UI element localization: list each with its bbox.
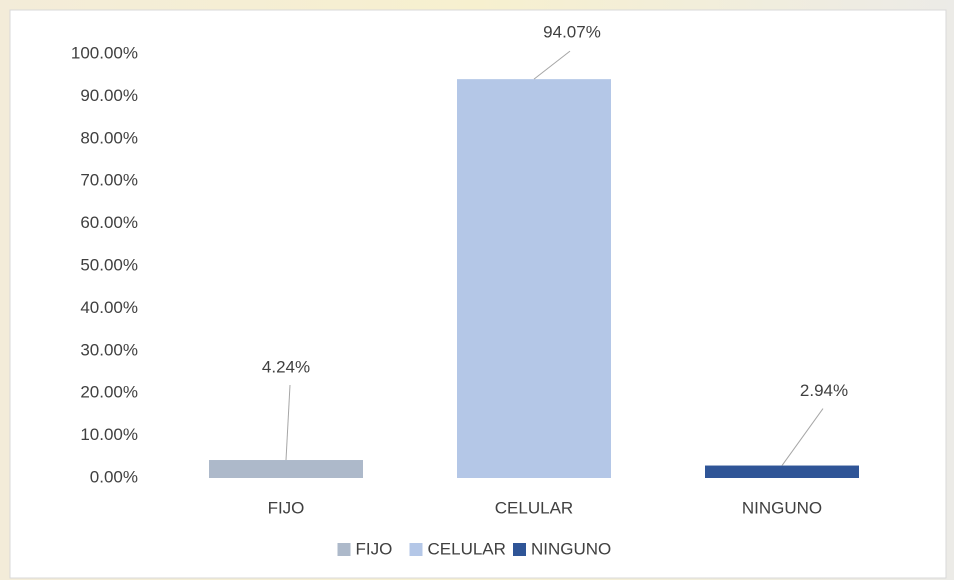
- legend-swatch: [513, 543, 526, 556]
- y-tick-label: 60.00%: [80, 213, 138, 232]
- leader-line: [533, 50, 571, 80]
- y-tick-label: 100.00%: [71, 43, 138, 62]
- y-tick-label: 40.00%: [80, 298, 138, 317]
- legend-label: NINGUNO: [531, 539, 611, 558]
- y-tick-label: 30.00%: [80, 340, 138, 359]
- legend-swatch: [337, 543, 351, 556]
- leader-line: [285, 384, 291, 461]
- y-tick-label: 70.00%: [80, 171, 138, 190]
- bar: [705, 465, 859, 478]
- legend-label: CELULAR: [428, 539, 506, 558]
- data-label: 2.94%: [800, 381, 848, 400]
- y-tick-label: 10.00%: [80, 425, 138, 444]
- y-tick-label: 20.00%: [80, 383, 138, 402]
- data-label: 4.24%: [262, 358, 310, 377]
- bar: [209, 460, 363, 478]
- legend-swatch: [409, 543, 423, 556]
- y-tick-label: 0.00%: [90, 467, 138, 486]
- leader-line: [781, 408, 824, 466]
- legend-label: FIJO: [356, 539, 393, 558]
- x-tick-label: NINGUNO: [742, 498, 822, 517]
- y-tick-label: 90.00%: [80, 86, 138, 105]
- bar: [457, 79, 611, 479]
- x-tick-label: CELULAR: [495, 498, 573, 517]
- y-tick-label: 80.00%: [80, 128, 138, 147]
- y-tick-label: 50.00%: [80, 255, 138, 274]
- x-tick-label: FIJO: [268, 498, 305, 517]
- data-label: 94.07%: [543, 23, 601, 42]
